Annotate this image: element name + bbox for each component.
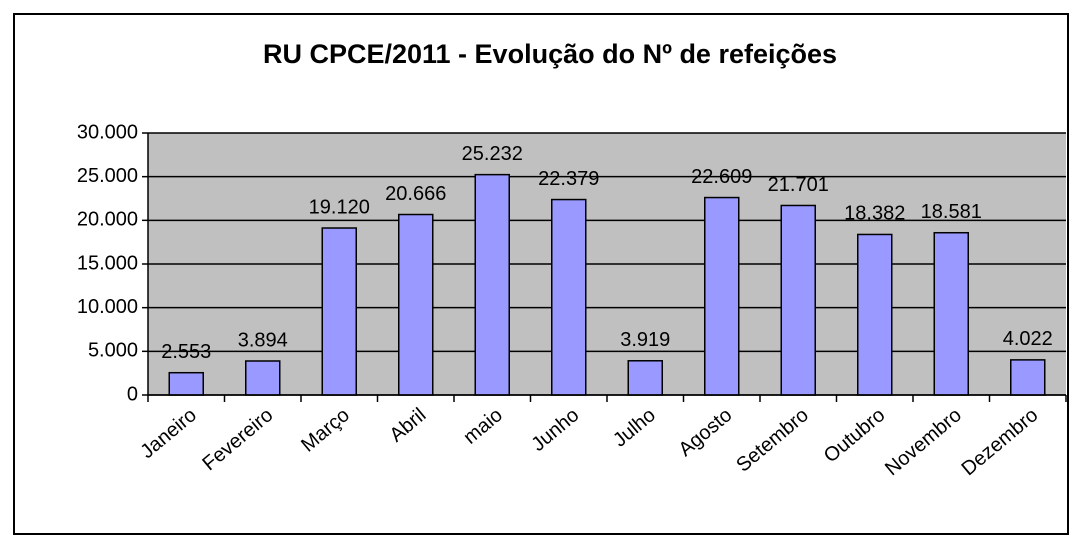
data-label: 18.581 (921, 201, 982, 223)
y-tick-label: 30.000 (77, 121, 138, 143)
bar (704, 196, 740, 396)
y-tick-label: 15.000 (77, 252, 138, 274)
data-label: 25.232 (462, 143, 523, 165)
data-label: 18.382 (844, 203, 905, 225)
bar (551, 198, 587, 396)
data-label: 22.379 (538, 168, 599, 190)
data-label: 22.609 (691, 166, 752, 188)
y-tick-label: 10.000 (77, 296, 138, 318)
data-label: 3.894 (238, 329, 288, 351)
y-tick-label: 20.000 (77, 209, 138, 231)
bar (321, 227, 357, 396)
bar (780, 204, 816, 396)
data-label: 3.919 (620, 329, 670, 351)
bar (168, 371, 204, 396)
data-label: 21.701 (768, 174, 829, 196)
data-label: 20.666 (385, 183, 446, 205)
bar (627, 360, 663, 396)
y-tick-label: 0 (127, 383, 138, 405)
bar (398, 213, 434, 396)
data-label: 4.022 (1003, 328, 1053, 350)
data-label: 2.553 (161, 341, 211, 363)
data-label: 19.120 (309, 196, 370, 218)
bar (1010, 359, 1046, 396)
chart-title: RU CPCE/2011 - Evolução do Nº de refeiçõ… (263, 39, 837, 69)
y-tick-label: 25.000 (77, 165, 138, 187)
y-tick-label: 5.000 (88, 340, 138, 362)
bar (857, 233, 893, 396)
bar (245, 360, 281, 396)
bar (933, 231, 969, 396)
bar (474, 173, 510, 396)
